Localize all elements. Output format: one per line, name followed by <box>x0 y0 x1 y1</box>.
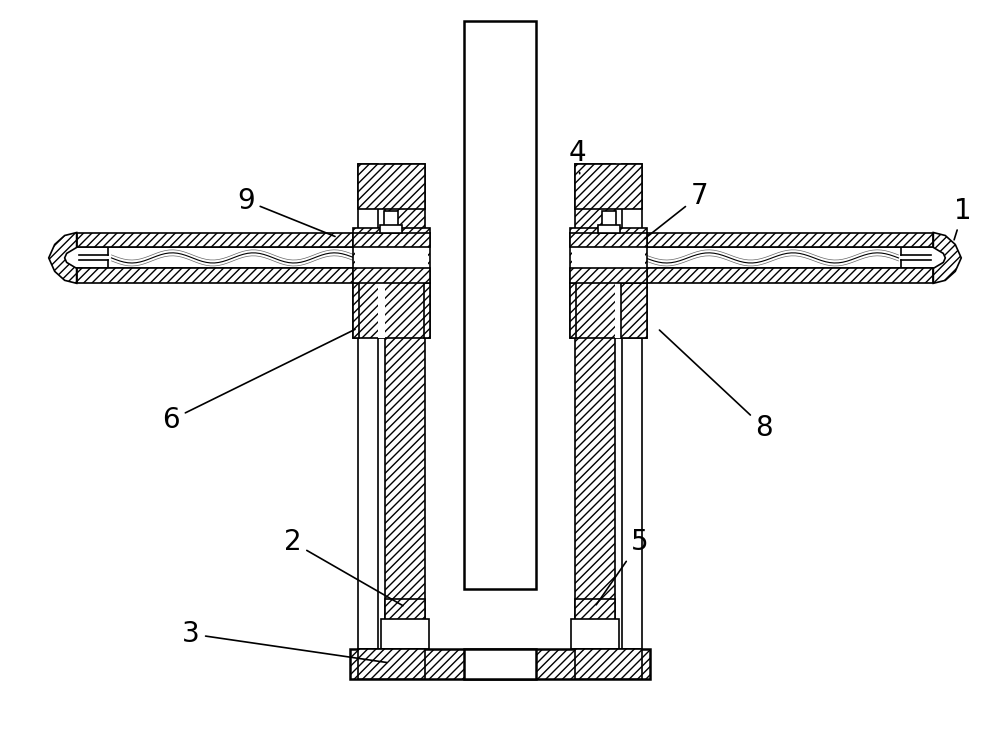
Bar <box>353 283 359 338</box>
Bar <box>385 599 425 621</box>
Bar <box>77 232 358 248</box>
Bar <box>572 234 645 282</box>
Bar <box>77 268 358 283</box>
Bar <box>621 283 647 338</box>
Bar <box>380 224 402 232</box>
Bar <box>598 224 620 232</box>
Bar <box>353 268 430 283</box>
Text: 1: 1 <box>954 196 972 240</box>
Bar <box>384 211 398 232</box>
Bar <box>602 211 616 232</box>
Bar <box>570 268 647 283</box>
Polygon shape <box>933 232 961 283</box>
Text: 5: 5 <box>596 528 648 605</box>
Bar <box>358 164 378 649</box>
Bar <box>358 164 425 209</box>
Text: 6: 6 <box>162 329 355 434</box>
Bar <box>424 283 430 338</box>
Bar <box>570 232 647 248</box>
Bar <box>378 283 385 338</box>
Bar <box>642 268 933 283</box>
Bar <box>353 228 430 338</box>
Bar <box>464 649 536 679</box>
Text: 9: 9 <box>237 187 335 237</box>
Bar <box>622 164 642 649</box>
Polygon shape <box>49 232 77 283</box>
Bar <box>353 232 430 248</box>
Bar <box>464 21 536 589</box>
Text: 7: 7 <box>645 182 708 239</box>
Bar <box>350 649 650 679</box>
Bar <box>615 283 622 338</box>
Text: 8: 8 <box>659 330 773 442</box>
Bar <box>575 164 615 649</box>
Bar <box>385 164 425 649</box>
Bar <box>381 619 429 649</box>
Bar <box>642 232 933 248</box>
Bar <box>570 228 647 338</box>
Text: 3: 3 <box>182 620 387 662</box>
Bar <box>571 619 619 649</box>
Bar <box>358 649 425 679</box>
Bar <box>575 649 642 679</box>
Text: 2: 2 <box>284 528 403 606</box>
Bar <box>575 599 615 621</box>
Bar <box>570 283 576 338</box>
Bar <box>355 234 428 282</box>
Text: 4: 4 <box>569 139 587 173</box>
Bar <box>575 164 642 209</box>
